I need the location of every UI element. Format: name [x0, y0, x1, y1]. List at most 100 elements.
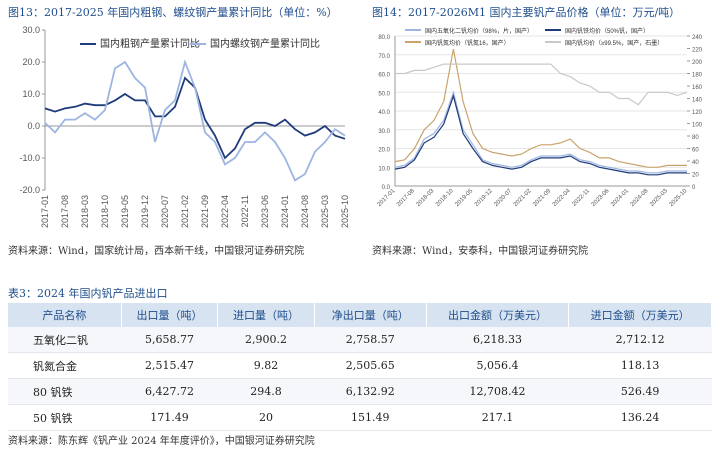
- x-tick-label: 2024-01: [610, 188, 630, 208]
- table-cell: 80 钒铁: [8, 378, 122, 405]
- y-tick-label: 0: [692, 185, 696, 191]
- table: 产品名称 出口量（吨） 进口量（吨） 净出口量（吨） 出口金额（万美元） 进口金额（万美元…: [8, 303, 712, 431]
- series-line: [395, 63, 688, 106]
- y-tick-label: 60: [692, 148, 699, 154]
- y-tick-label: 50.0: [378, 91, 390, 97]
- table-cell: 12,708.42: [426, 378, 569, 405]
- table-cell: 2,505.65: [314, 352, 427, 379]
- y-tick-label: 60.0: [378, 73, 390, 79]
- x-tick-label: 2017-01: [40, 195, 50, 228]
- y-tick-label: 0.0: [27, 121, 40, 131]
- y-tick-label: -20.0: [19, 185, 40, 195]
- y-tick-label: 100: [692, 123, 703, 129]
- x-tick-label: 2024-01: [280, 195, 290, 228]
- y-tick-label: 10.0: [22, 89, 40, 99]
- x-tick-label: 2022-11: [572, 188, 592, 208]
- y-tick-label: 70.0: [378, 54, 390, 60]
- y-tick-label: 40.0: [378, 110, 390, 116]
- header-cell: 净出口量（吨）: [314, 303, 427, 327]
- table-cell: 526.49: [568, 378, 712, 405]
- table-cell: 50 钒铁: [8, 404, 122, 431]
- x-tick-label: 2018-03: [416, 188, 436, 208]
- y-tick-label: 160: [692, 85, 703, 91]
- table-cell: 5,658.77: [121, 327, 218, 353]
- source: 资料来源：Wind，安泰科，中国银河证券研究院: [372, 246, 589, 257]
- table-cell: 2,712.12: [568, 327, 712, 353]
- table-cell: 136.24: [568, 404, 712, 431]
- x-tick-label: 2023-06: [260, 195, 270, 228]
- x-tick-label: 2017-08: [60, 195, 70, 228]
- source: 资料来源：Wind，国家统计局，西本新干线，中国银河证券研究院: [8, 246, 305, 257]
- x-tick-label: 2025-03: [320, 195, 330, 228]
- series-line: [394, 93, 687, 176]
- table-title: 表3：2024 年国内钒产品进出口: [8, 287, 168, 300]
- y-tick-label: 30.0: [378, 129, 390, 135]
- table-row: 钒氮合金 2,515.47 9.82 2,505.65 5,056.4 118.13: [8, 352, 712, 379]
- table-cell: 钒氮合金: [8, 352, 122, 379]
- y-tick-label: 240: [692, 35, 703, 41]
- x-tick-label: 2022-04: [220, 195, 230, 228]
- table-cell: 2,900.2: [217, 327, 315, 353]
- chart: 0.0 10.0 20.0 30.0 40.0 50.0 60.0 70.0 80.0 0 20 40…: [377, 27, 703, 208]
- table-cell: 151.49: [314, 404, 427, 431]
- y-tick-label: 80: [692, 135, 699, 141]
- x-tick-label: 2019-12: [140, 195, 150, 228]
- header-cell: 进口金额（万美元）: [568, 303, 712, 327]
- x-tick-label: 2018-10: [435, 188, 455, 208]
- x-tick-label: 2024-08: [630, 188, 650, 208]
- x-tick-label: 2019-05: [120, 195, 130, 228]
- table-cell: 6,132.92: [314, 378, 427, 405]
- y-tick-label: 120: [692, 110, 703, 116]
- x-tick-label: 2025-10: [340, 195, 350, 228]
- x-tick-label: 2018-10: [100, 195, 110, 228]
- y-tick-label: 140: [692, 98, 703, 104]
- legend-label: 国内钒氮均价（钒氮16，国产）: [425, 39, 510, 47]
- header-cell: 进口量（吨）: [217, 303, 315, 327]
- x-tick-label: 2020-07: [493, 188, 513, 208]
- source: 资料来源：陈东辉《钒产业 2024 年年度评价》，中国银河证券研究院: [8, 436, 315, 447]
- table-row: 50 钒铁 171.49 20 151.49 217.1 136.24: [8, 404, 712, 431]
- y-tick-label: -10.0: [19, 153, 40, 163]
- chart-title: 图13：2017-2025 年国内粗钢、螺纹钢产量累计同比（单位：%）: [8, 6, 338, 19]
- legend-label: 国内五氧化二钒均价（98%，片，国产）: [425, 27, 533, 35]
- x-tick-label: 2021-09: [532, 188, 552, 208]
- series-line: [394, 90, 687, 174]
- chart-title: 图14：2017-2026M1 国内主要钒产品价格（单位：万元/吨）: [372, 6, 681, 19]
- y-tick-label: 180: [692, 73, 703, 79]
- x-tick-label: 2022-11: [240, 195, 250, 227]
- table-row: 80 钒铁 6,427.72 294.8 6,132.92 12,708.42 526.4…: [8, 378, 712, 405]
- legend-label: 国内钒均价（≥99.5%，国产，石墨）: [565, 39, 663, 47]
- y-tick-label: 80.0: [378, 35, 390, 41]
- chart: -20.0 -10.0 0.0 10.0 20.0 30.0 2017-01 2017-08 2…: [19, 25, 350, 228]
- series-line: [394, 48, 687, 168]
- x-tick-label: 2019-05: [454, 188, 474, 208]
- table-cell: 6,427.72: [121, 378, 218, 405]
- x-tick-label: 2021-02: [180, 195, 190, 228]
- x-tick-label: 2024-08: [300, 195, 310, 228]
- table-cell: 217.1: [426, 404, 569, 431]
- x-tick-label: 2020-07: [160, 195, 170, 228]
- table-cell: 6,218.33: [426, 327, 569, 353]
- table-cell: 20: [217, 404, 315, 431]
- x-tick-label: 2018-03: [80, 195, 90, 228]
- x-tick-label: 2025-10: [669, 188, 689, 208]
- x-tick-label: 2017-08: [396, 188, 416, 208]
- header-row: 产品名称 出口量（吨） 进口量（吨） 净出口量（吨） 出口金额（万美元） 进口金额（万美元…: [8, 303, 712, 327]
- legend-label: 国内钒铁均价（50%钒，国产）: [565, 27, 649, 35]
- y-tick-label: 0.0: [382, 185, 391, 191]
- legend-label: 国内粗钢产量累计同比: [100, 37, 200, 50]
- legend-label: 国内螺纹钢产量累计同比: [210, 37, 320, 50]
- table-cell: 2,515.47: [121, 352, 218, 379]
- series-line: [44, 59, 346, 182]
- y-tick-label: 20: [692, 173, 699, 179]
- table-cell: 五氧化二钒: [8, 327, 122, 353]
- header-cell: 产品名称: [8, 303, 122, 327]
- table-cell: 2,758.57: [314, 327, 427, 353]
- x-tick-label: 2022-04: [552, 188, 572, 208]
- y-tick-label: 20.0: [22, 57, 40, 67]
- header-cell: 出口量（吨）: [121, 303, 219, 327]
- table-cell: 118.13: [568, 352, 712, 379]
- x-tick-label: 2025-03: [649, 188, 669, 208]
- x-tick-label: 2021-02: [513, 188, 533, 208]
